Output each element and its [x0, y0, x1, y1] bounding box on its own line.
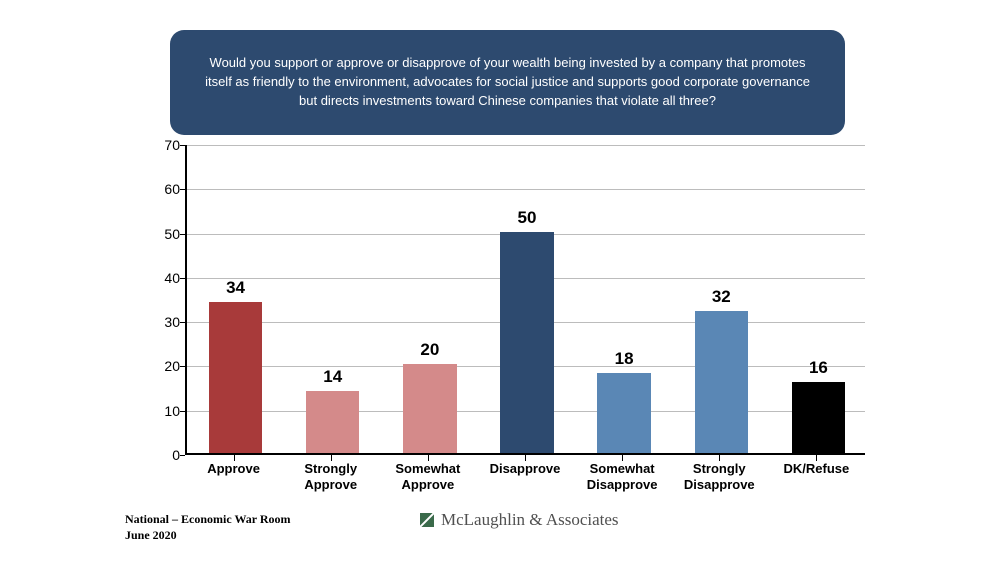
xtick-label: SomewhatApprove: [379, 461, 476, 494]
ytick-mark: [180, 189, 185, 190]
ytick-label: 0: [150, 447, 180, 463]
xtick-mark: [719, 455, 720, 461]
bar: 16: [792, 382, 845, 453]
xtick-mark: [525, 455, 526, 461]
bar: 18: [597, 373, 650, 453]
xtick-label: Disapprove: [476, 461, 573, 477]
gridline: [187, 145, 865, 146]
ytick-label: 20: [150, 358, 180, 374]
bar-chart: 34142050183216 010203040506070 ApproveSt…: [140, 145, 870, 485]
ytick-mark: [180, 145, 185, 146]
ytick-label: 60: [150, 181, 180, 197]
xtick-label: Approve: [185, 461, 282, 477]
xtick-mark: [428, 455, 429, 461]
ytick-mark: [180, 278, 185, 279]
xtick-mark: [331, 455, 332, 461]
ytick-mark: [180, 455, 185, 456]
bar-value-label: 14: [306, 367, 359, 387]
footer-line2: June 2020: [125, 528, 291, 544]
ytick-label: 50: [150, 226, 180, 242]
chart-title: Would you support or approve or disappro…: [198, 54, 817, 111]
gridline: [187, 189, 865, 190]
ytick-label: 70: [150, 137, 180, 153]
ytick-mark: [180, 366, 185, 367]
xtick-label: SomewhatDisapprove: [574, 461, 671, 494]
xtick-label: StronglyApprove: [282, 461, 379, 494]
xtick-mark: [622, 455, 623, 461]
plot-area: 34 14 20 50 18 32 16: [185, 145, 865, 455]
bar-value-label: 34: [209, 278, 262, 298]
bar: 34: [209, 302, 262, 453]
xtick-label: StronglyDisapprove: [671, 461, 768, 494]
bar: 50: [500, 232, 553, 453]
bar-value-label: 20: [403, 340, 456, 360]
footer-line1: National – Economic War Room: [125, 512, 291, 528]
ytick-label: 30: [150, 314, 180, 330]
bar-value-label: 18: [597, 349, 650, 369]
xtick-label: DK/Refuse: [768, 461, 865, 477]
ytick-mark: [180, 234, 185, 235]
logo-text: McLaughlin & Associates: [441, 510, 619, 530]
footer-logo: McLaughlin & Associates: [420, 510, 619, 530]
ytick-label: 10: [150, 403, 180, 419]
footer-source: National – Economic War Room June 2020: [125, 512, 291, 543]
bar-value-label: 32: [695, 287, 748, 307]
bar: 14: [306, 391, 359, 453]
ytick-mark: [180, 322, 185, 323]
xtick-mark: [816, 455, 817, 461]
logo-icon: [420, 513, 434, 527]
bar-value-label: 50: [500, 208, 553, 228]
ytick-mark: [180, 411, 185, 412]
bar: 32: [695, 311, 748, 453]
bar: 20: [403, 364, 456, 453]
bar-value-label: 16: [792, 358, 845, 378]
title-banner: Would you support or approve or disappro…: [170, 30, 845, 135]
xtick-mark: [234, 455, 235, 461]
ytick-label: 40: [150, 270, 180, 286]
